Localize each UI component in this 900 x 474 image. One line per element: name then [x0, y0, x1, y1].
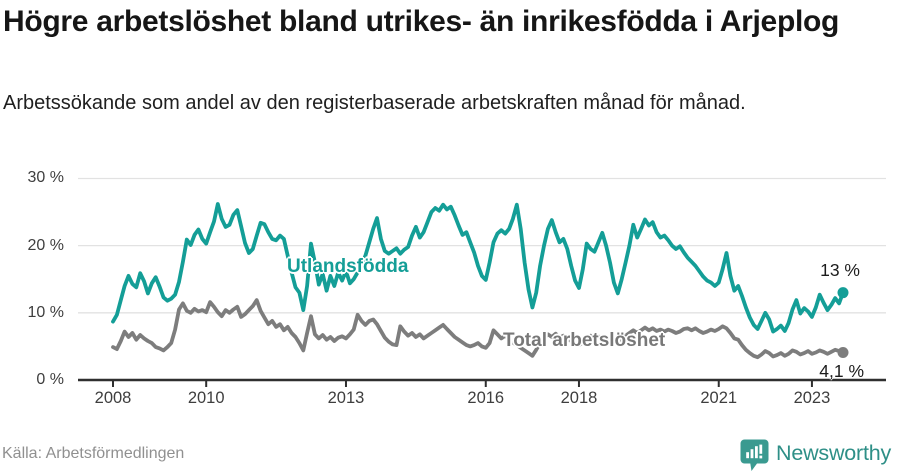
end-value-label-utlandsfodda: 13 % [820, 260, 860, 280]
y-tick-label: 10 % [27, 303, 64, 321]
x-tick-label: 2016 [467, 389, 505, 407]
page-subtitle: Arbetssökande som andel av den registerb… [3, 92, 746, 114]
total-arbetsloshet-line [111, 298, 845, 360]
utlandsfodda-line [111, 202, 845, 334]
y-tick-label: 0 % [36, 371, 64, 388]
x-tick-label: 2013 [327, 389, 365, 407]
newsworthy-logo: Newsworthy [740, 439, 891, 472]
x-tick-label: 2018 [560, 389, 598, 407]
series-label-utlandsfodda: Utlandsfödda [287, 256, 409, 277]
total-arbetsloshet-end-dot [837, 346, 849, 358]
brand-name: Newsworthy [776, 441, 892, 465]
x-tick-label: 2010 [187, 389, 225, 407]
x-tick-label: 2023 [793, 389, 831, 407]
utlandsfodda-end-dot [837, 287, 849, 299]
end-value-label-total: 4,1 % [819, 361, 864, 381]
x-tick-label: 2021 [700, 389, 738, 407]
newsworthy-icon [740, 439, 769, 471]
source-note: Källa: Arbetsförmedlingen [2, 445, 185, 462]
y-tick-label: 20 % [27, 236, 64, 254]
x-tick-label: 2008 [94, 389, 132, 407]
series-label-total-arbetsloshet: Total arbetslöshet [503, 330, 666, 351]
y-tick-label: 30 % [27, 169, 64, 187]
page-title: Högre arbetslöshet bland utrikes- än inr… [3, 5, 840, 38]
